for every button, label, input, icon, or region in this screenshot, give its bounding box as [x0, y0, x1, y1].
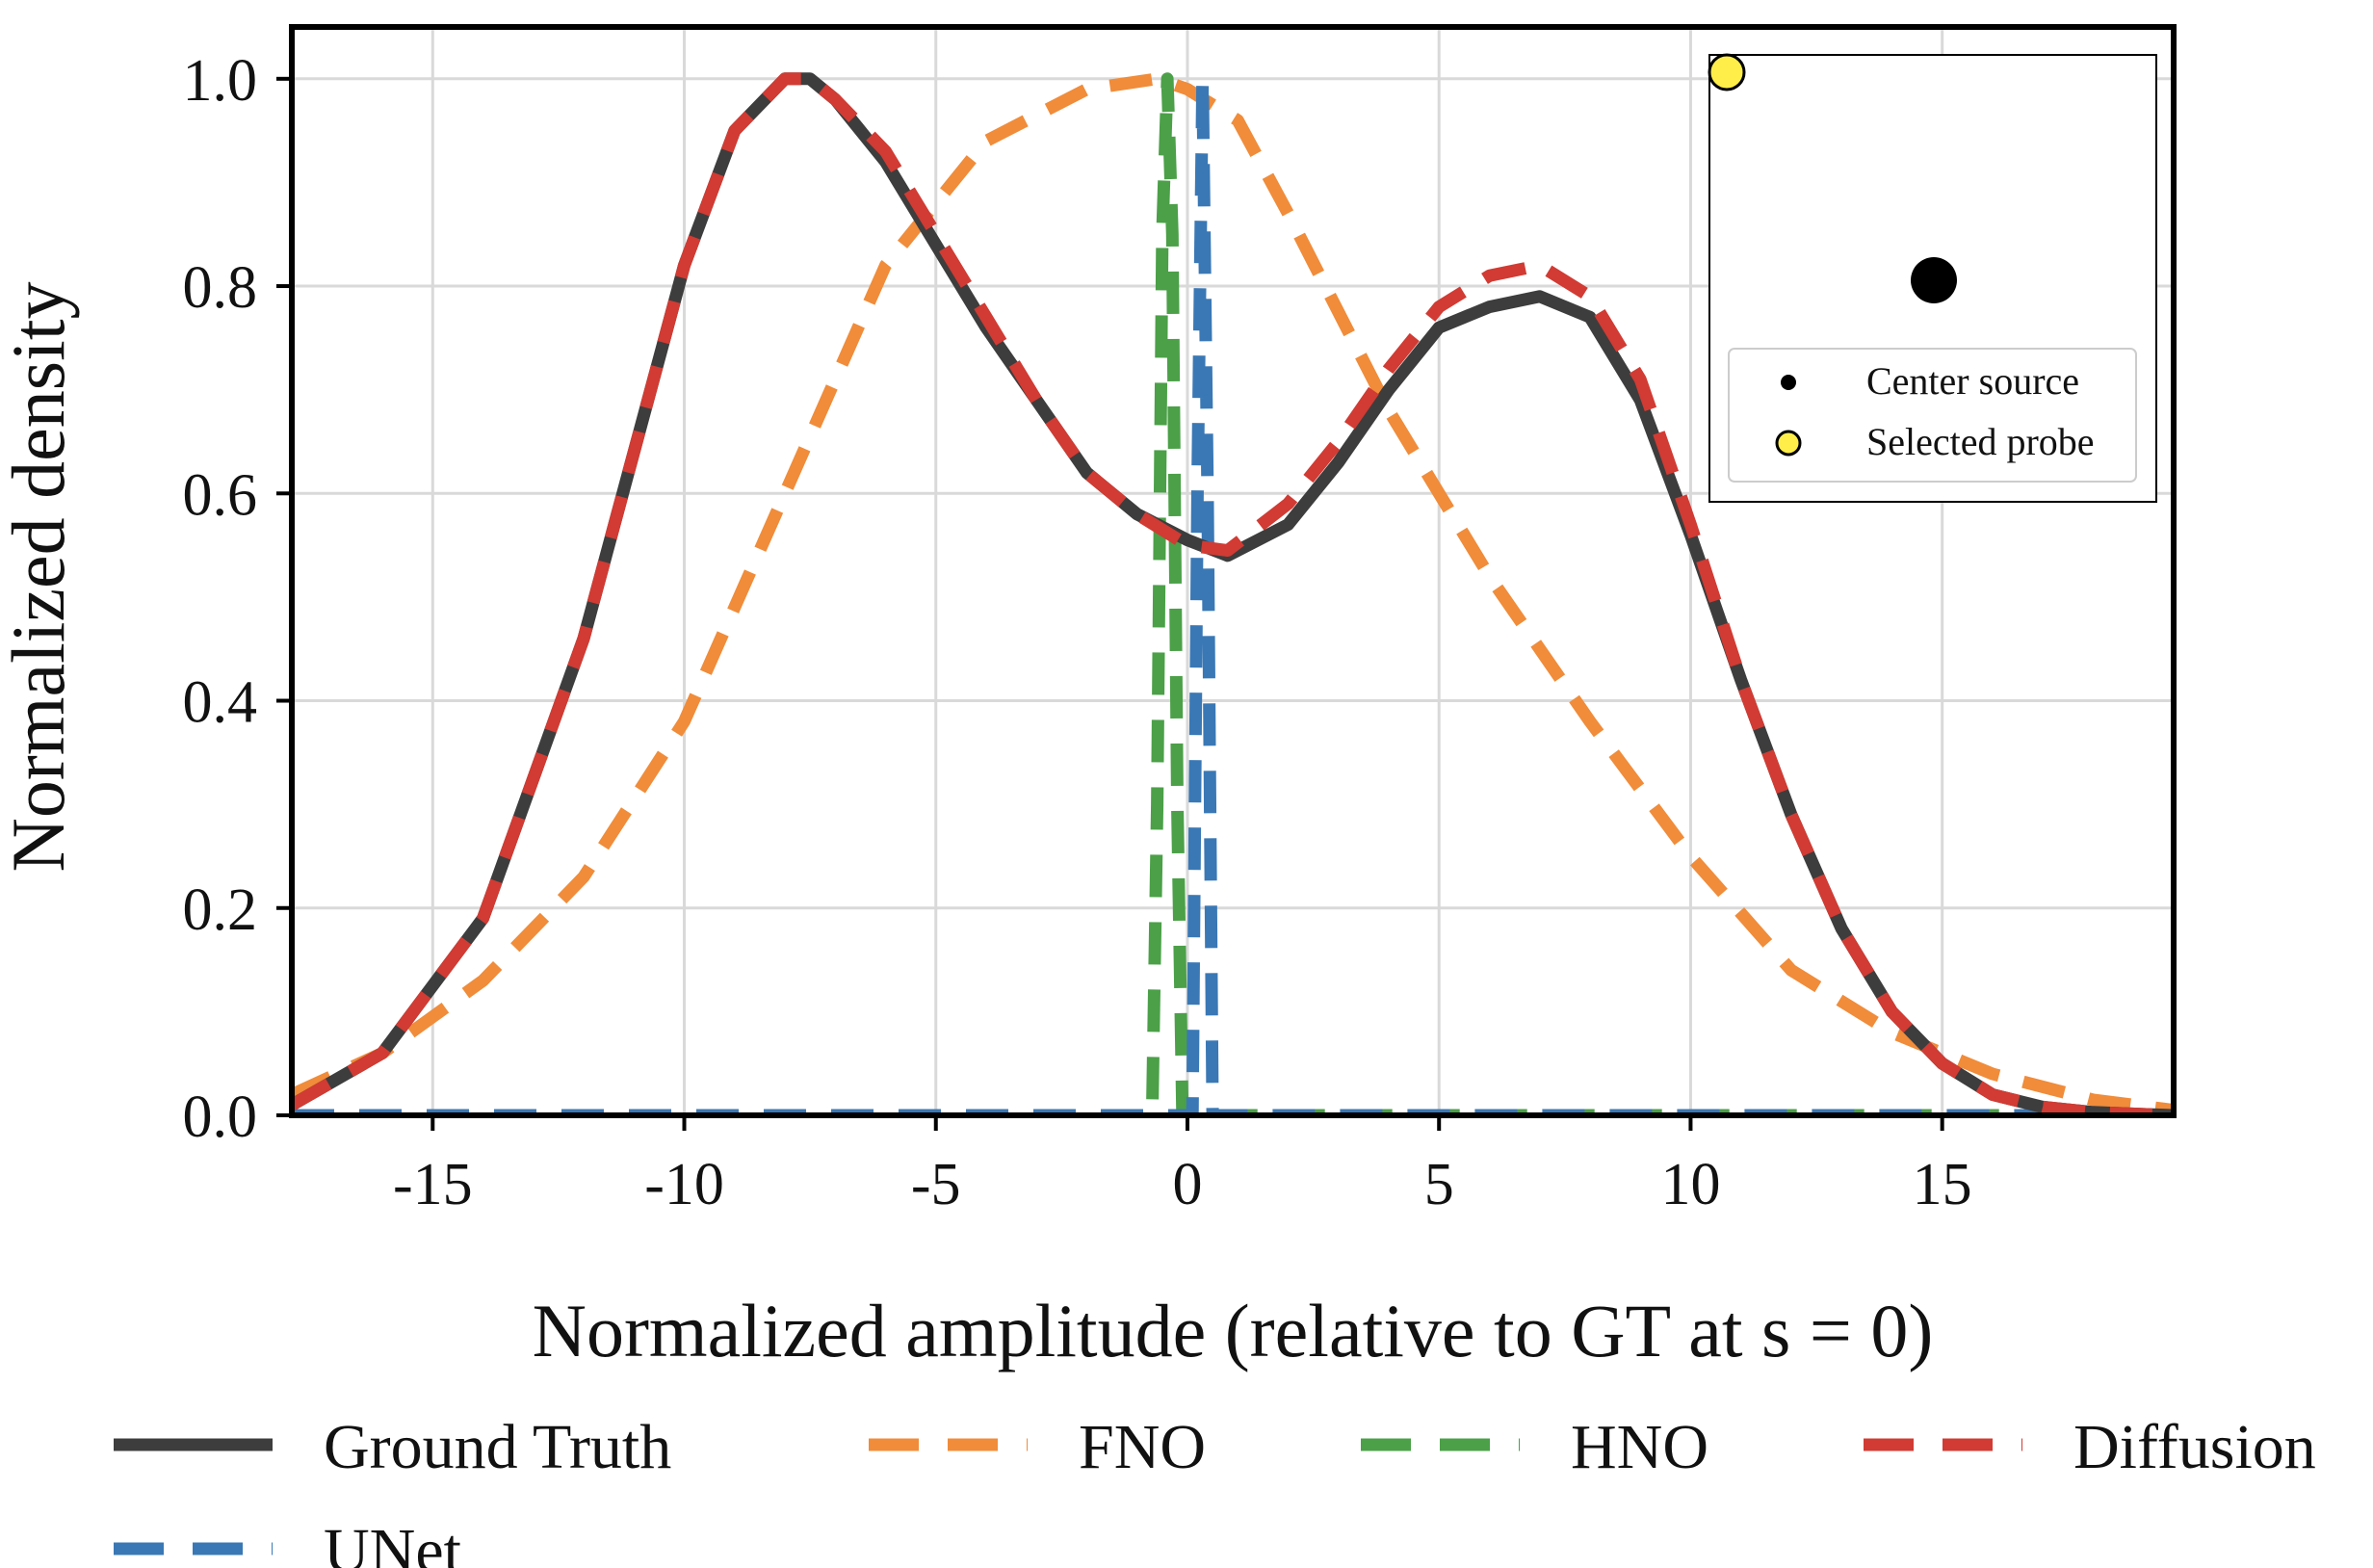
x-axis-ticks: -15 -10 -5 0 5 10 15 — [393, 1115, 1972, 1217]
inset-panel: Center source Selected probe — [1708, 53, 2157, 503]
x-tick-label: 0 — [1172, 1152, 1202, 1217]
inset-legend-frame — [1728, 348, 2137, 483]
y-axis-ticks: 0.0 0.2 0.4 0.6 0.8 1.0 — [183, 48, 292, 1150]
series-line-fno — [292, 72, 2174, 1115]
series-line-diffusion — [292, 72, 2174, 1115]
y-tick-label: 0.0 — [183, 1085, 258, 1150]
x-tick-label: 10 — [1660, 1152, 1720, 1217]
center-source-marker — [1911, 257, 1957, 303]
legend-label-ground-truth: Ground Truth — [324, 1412, 671, 1482]
x-tick-label: 15 — [1913, 1152, 1972, 1217]
series-layer — [292, 72, 2174, 1115]
legend-label-diffusion: Diffusion — [2073, 1412, 2316, 1482]
x-axis-label: Normalized amplitude (relative to GT at … — [533, 1289, 1934, 1372]
plot-frame — [289, 24, 2177, 1118]
y-tick-label: 0.4 — [183, 670, 258, 736]
main-legend: Ground Truth FNO HNO Diffusion UNet — [114, 1412, 2316, 1568]
x-tick-label: -15 — [393, 1152, 473, 1217]
y-tick-label: 0.6 — [183, 462, 258, 528]
x-tick-label: 5 — [1424, 1152, 1454, 1217]
y-tick-label: 0.2 — [183, 877, 258, 943]
inset-legend-probe-marker — [1775, 430, 1802, 457]
legend-label-unet: UNet — [324, 1516, 461, 1568]
series-line-hno — [292, 72, 2174, 1115]
y-tick-label: 1.0 — [183, 48, 258, 114]
inset-legend-center-label: Center source — [1866, 359, 2079, 403]
inset-legend-center-marker — [1781, 375, 1796, 390]
inset-legend: Center source Selected probe — [1728, 348, 2137, 483]
y-axis-label: Normalized density — [0, 282, 80, 873]
x-tick-label: -10 — [644, 1152, 724, 1217]
legend-label-hno: HNO — [1571, 1412, 1708, 1482]
inset-legend-probe-label: Selected probe — [1866, 420, 2095, 463]
y-tick-label: 0.8 — [183, 255, 258, 321]
selected-probe-marker — [1708, 53, 1746, 91]
legend-label-fno: FNO — [1079, 1412, 1206, 1482]
x-tick-label: -5 — [911, 1152, 961, 1217]
